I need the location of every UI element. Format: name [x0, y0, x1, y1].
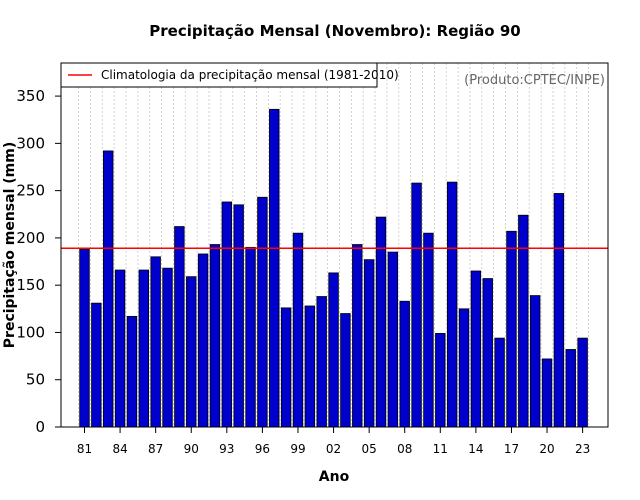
y-axis: 0 50 100 150 200 250 300 350 [16, 87, 61, 436]
bar-90 [186, 276, 197, 428]
bar-97 [269, 108, 280, 428]
y-tick-label: 150 [16, 276, 45, 294]
bar-95 [245, 246, 256, 428]
bar-15 [482, 278, 493, 428]
bar-81 [79, 248, 90, 428]
x-tick-label: 20 [539, 442, 554, 456]
bar-04 [352, 244, 363, 428]
bar-91 [197, 253, 209, 428]
bar-19 [529, 295, 541, 428]
x-tick-label: 90 [184, 442, 199, 456]
bar-99 [292, 232, 304, 428]
bar-84 [114, 269, 126, 428]
x-tick-label: 02 [326, 442, 341, 456]
x-tick-label: 23 [575, 442, 590, 456]
bar-14 [470, 270, 482, 428]
bar-09 [411, 182, 422, 428]
bar-12 [446, 181, 458, 428]
bar-83 [103, 150, 114, 428]
bar-20 [541, 358, 553, 428]
y-tick-label: 300 [16, 134, 45, 152]
bar-00 [304, 305, 316, 428]
bar-08 [399, 300, 410, 428]
bar-18 [518, 214, 529, 428]
y-tick-label: 200 [16, 229, 45, 247]
bar-01 [316, 296, 327, 428]
bar-82 [91, 302, 102, 428]
x-tick-label: 08 [397, 442, 412, 456]
x-tick-label: 11 [433, 442, 448, 456]
bar-16 [494, 337, 505, 428]
legend: Climatologia da precipitação mensal (198… [60, 62, 399, 88]
bar-03 [340, 313, 351, 428]
bar-17 [506, 230, 517, 428]
bar-07 [387, 251, 399, 428]
bar-89 [174, 226, 185, 428]
bar-86 [138, 269, 150, 428]
y-tick-label: 100 [16, 323, 45, 341]
bar-85 [126, 315, 138, 428]
legend-label: Climatologia da precipitação mensal (198… [101, 68, 399, 82]
y-tick-label: 0 [35, 418, 45, 436]
bar-88 [162, 267, 173, 428]
x-tick-label: 05 [361, 442, 376, 456]
bar-21 [553, 193, 565, 428]
y-tick-label: 250 [16, 182, 45, 200]
x-tick-label: 81 [77, 442, 92, 456]
source-note: (Produto:CPTEC/INPE) [464, 73, 605, 88]
y-tick-label: 50 [26, 371, 45, 389]
x-tick-label: 84 [112, 442, 127, 456]
bar-23 [577, 337, 588, 428]
bar-96 [257, 196, 268, 428]
bar-22 [565, 349, 576, 428]
bar-05 [363, 259, 375, 428]
bar-93 [221, 201, 233, 428]
chart-title: Precipitação Mensal (Novembro): Região 9… [149, 22, 520, 40]
grid-lines [78, 63, 589, 427]
bar-87 [150, 256, 161, 428]
x-tick-label: 14 [468, 442, 483, 456]
x-tick-label: 96 [255, 442, 270, 456]
x-tick-label: 87 [148, 442, 163, 456]
y-tick-label: 350 [16, 87, 45, 105]
bar-94 [233, 204, 244, 428]
legend-box [60, 62, 378, 88]
x-tick-label: 93 [219, 442, 234, 456]
x-axis: 81 84 87 90 93 96 99 02 05 08 11 14 17 20 23 [77, 427, 590, 456]
x-tick-label: 17 [504, 442, 519, 456]
bar-02 [328, 272, 339, 428]
x-tick-label: 99 [290, 442, 305, 456]
bar-series [79, 108, 588, 428]
x-axis-label: Ano [319, 469, 350, 485]
bar-92 [209, 244, 221, 428]
y-axis-label: Precipitação mensal (mm) [2, 142, 18, 348]
bar-13 [458, 308, 470, 428]
bar-98 [280, 307, 292, 428]
bar-11 [435, 332, 446, 428]
bar-10 [423, 232, 434, 428]
